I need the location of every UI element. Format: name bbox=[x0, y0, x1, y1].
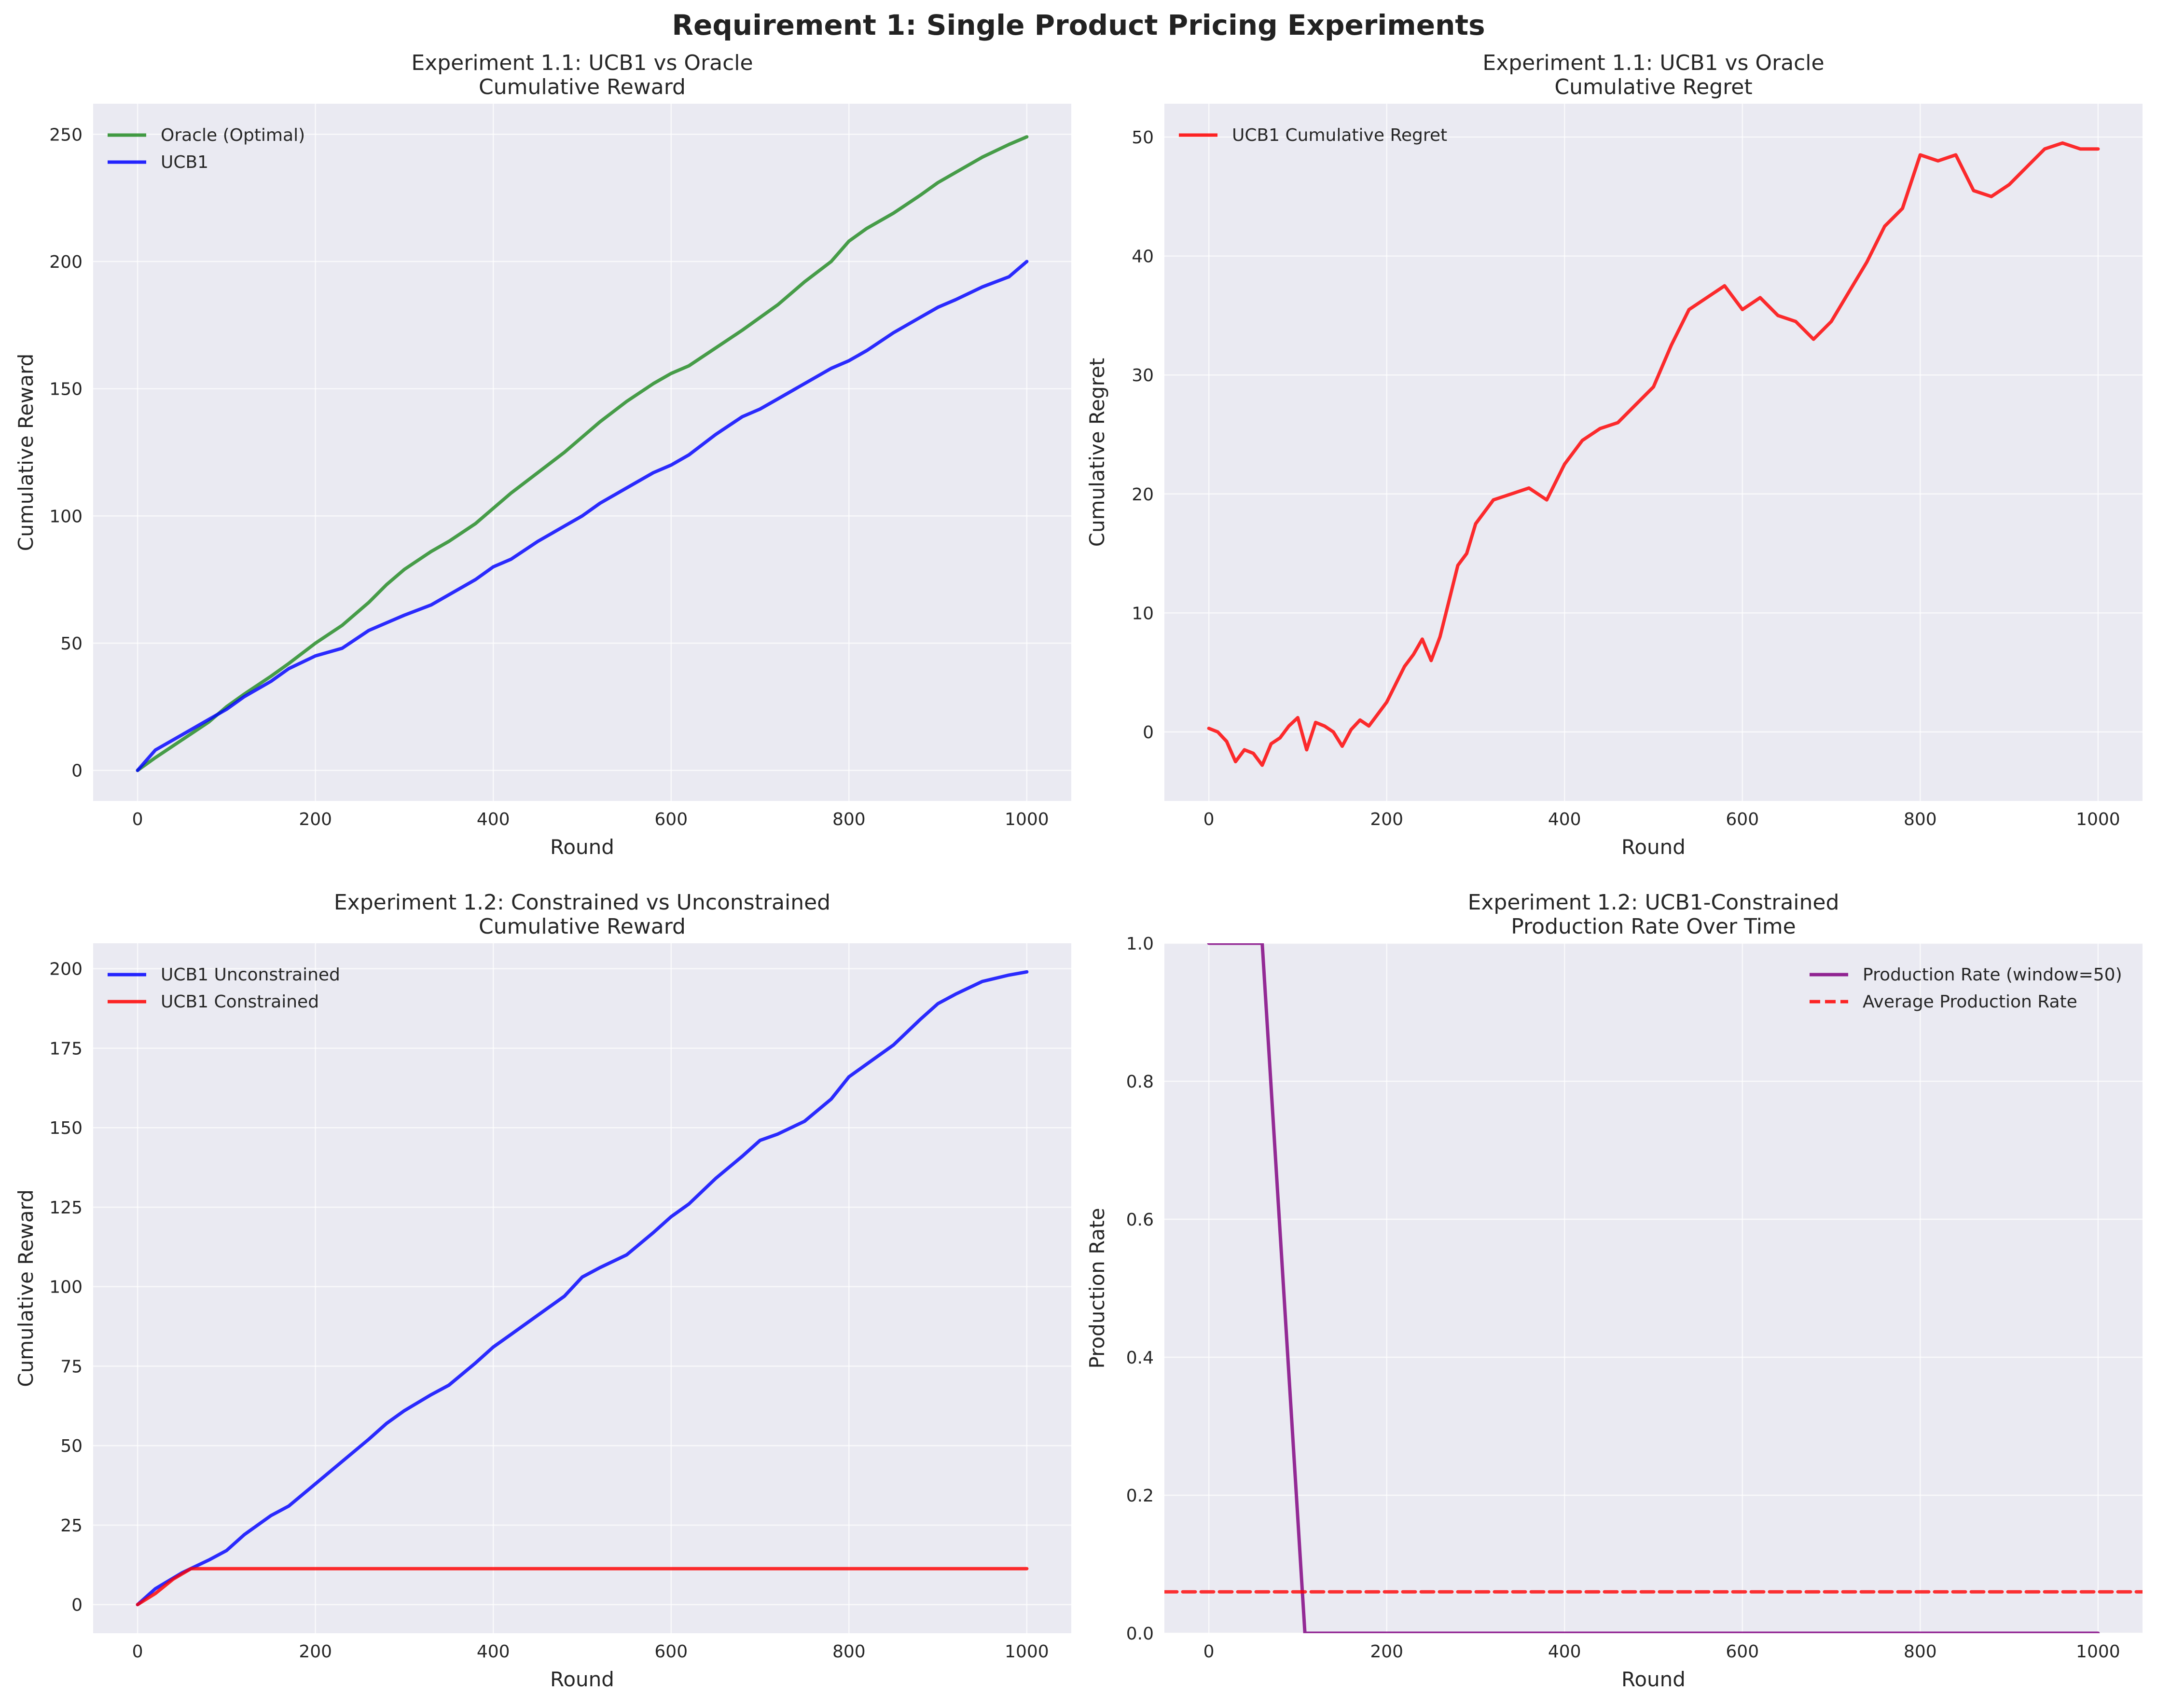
plot-area bbox=[1164, 104, 2143, 801]
series-line bbox=[136, 260, 1029, 772]
x-tick-label: 600 bbox=[654, 1642, 688, 1662]
x-axis-label: Round bbox=[1621, 835, 1686, 859]
y-tick-label: 0.2 bbox=[1126, 1486, 1154, 1506]
x-tick-label: 1000 bbox=[1005, 1642, 1049, 1662]
x-tick-label: 400 bbox=[477, 1642, 510, 1662]
y-tick-label: 50 bbox=[60, 1436, 83, 1456]
x-tick-label: 400 bbox=[1548, 1642, 1581, 1662]
y-tick-label: 250 bbox=[49, 125, 83, 145]
y-tick-label: 40 bbox=[1132, 247, 1154, 267]
legend: UCB1 Cumulative Regret bbox=[1179, 125, 1447, 145]
plot-area bbox=[93, 943, 1071, 1633]
chart-subtitle: Cumulative Regret bbox=[1554, 75, 1752, 99]
x-tick-label: 800 bbox=[1904, 1642, 1937, 1662]
series-line bbox=[136, 970, 1029, 1607]
x-tick-label: 200 bbox=[1370, 1642, 1403, 1662]
y-tick-label: 200 bbox=[49, 960, 83, 979]
chart-subtitle: Cumulative Reward bbox=[479, 75, 686, 99]
x-tick-label: 0 bbox=[1203, 810, 1215, 829]
y-tick-label: 0.6 bbox=[1126, 1210, 1154, 1230]
y-tick-label: 0.4 bbox=[1126, 1348, 1154, 1368]
chart-p1: 0 200 400 600 800 1000 0 50 100 150 200 250 Round Cum… bbox=[14, 51, 1071, 859]
plot-area bbox=[1164, 943, 2143, 1633]
y-tick-label: 125 bbox=[49, 1198, 83, 1218]
y-tick-label: 100 bbox=[49, 507, 83, 526]
y-tick-label: 50 bbox=[1132, 128, 1154, 148]
y-tick-label: 100 bbox=[49, 1278, 83, 1297]
legend: UCB1 Unconstrained UCB1 Constrained bbox=[108, 965, 340, 1012]
x-tick-label: 800 bbox=[832, 810, 866, 829]
legend-label: UCB1 Constrained bbox=[161, 992, 319, 1012]
y-tick-label: 175 bbox=[49, 1039, 83, 1059]
y-tick-label: 150 bbox=[49, 380, 83, 399]
legend: Production Rate (window=50) Average Produ… bbox=[1810, 965, 2122, 1012]
y-tick-label: 0 bbox=[1143, 723, 1154, 743]
x-tick-label: 400 bbox=[477, 810, 510, 829]
series-line bbox=[1207, 141, 2100, 767]
series-group bbox=[136, 970, 1029, 1607]
y-tick-label: 1.0 bbox=[1126, 934, 1154, 954]
legend-label: Production Rate (window=50) bbox=[1863, 965, 2122, 985]
chart-p2: 0 200 400 600 800 1000 0 10 20 30 40 50 Round Cumulat… bbox=[1085, 51, 2143, 859]
chart-title: Experiment 1.1: UCB1 vs Oracle bbox=[1482, 51, 1824, 75]
x-tick-label: 600 bbox=[1726, 810, 1759, 829]
legend-label: UCB1 Unconstrained bbox=[161, 965, 340, 985]
chart-subtitle: Cumulative Reward bbox=[479, 914, 686, 939]
x-tick-label: 600 bbox=[654, 810, 688, 829]
chart-subtitle: Production Rate Over Time bbox=[1511, 914, 1796, 939]
y-tick-label: 25 bbox=[60, 1516, 83, 1536]
y-tick-label: 75 bbox=[60, 1357, 83, 1377]
series-line bbox=[1207, 943, 2100, 1633]
y-tick-label: 0.8 bbox=[1126, 1072, 1154, 1092]
legend-label: UCB1 Cumulative Regret bbox=[1232, 125, 1447, 145]
y-axis-label: Production Rate bbox=[1085, 1208, 1109, 1368]
y-tick-label: 10 bbox=[1132, 604, 1154, 623]
series-line bbox=[136, 135, 1029, 772]
x-tick-label: 0 bbox=[132, 1642, 143, 1662]
x-tick-label: 200 bbox=[299, 810, 332, 829]
x-axis-label: Round bbox=[550, 835, 614, 859]
x-tick-label: 400 bbox=[1548, 810, 1581, 829]
x-tick-label: 0 bbox=[132, 810, 143, 829]
series-group bbox=[136, 135, 1029, 772]
y-tick-label: 50 bbox=[60, 634, 83, 654]
series-line bbox=[136, 1567, 1029, 1607]
legend: Oracle (Optimal) UCB1 bbox=[108, 125, 305, 172]
x-tick-label: 800 bbox=[1904, 810, 1937, 829]
chart-panels: 0 200 400 600 800 1000050100150200250RoundCum… bbox=[14, 51, 2143, 1691]
chart-p3: 0 200 400 600 800 1000 0 25 50 75 100 125 150 175 200 R… bbox=[14, 890, 1071, 1691]
figure-suptitle: Requirement 1: Single Product Pricing Ex… bbox=[672, 9, 1485, 41]
y-axis-label: Cumulative Regret bbox=[1085, 358, 1109, 547]
y-tick-label: 0 bbox=[71, 761, 83, 781]
x-axis-label: Round bbox=[550, 1667, 614, 1691]
x-tick-label: 1000 bbox=[1005, 810, 1049, 829]
chart-p4: 0 200 400 600 800 1000 0.0 0.2 0.4 0.6 0.8 1.0 Round… bbox=[1085, 890, 2143, 1691]
y-tick-label: 30 bbox=[1132, 366, 1154, 386]
legend-label: UCB1 bbox=[161, 152, 208, 172]
y-tick-label: 200 bbox=[49, 252, 83, 272]
y-axis-label: Cumulative Reward bbox=[14, 1189, 38, 1387]
x-tick-label: 0 bbox=[1203, 1642, 1215, 1662]
y-tick-label: 20 bbox=[1132, 485, 1154, 505]
x-tick-label: 200 bbox=[299, 1642, 332, 1662]
series-group bbox=[1164, 943, 2143, 1633]
y-tick-label: 0 bbox=[71, 1596, 83, 1615]
x-tick-label: 200 bbox=[1370, 810, 1403, 829]
x-tick-label: 1000 bbox=[2076, 810, 2120, 829]
y-tick-label: 150 bbox=[49, 1118, 83, 1138]
chart-title: Experiment 1.2: UCB1-Constrained bbox=[1468, 890, 1839, 915]
y-axis-label: Cumulative Reward bbox=[14, 354, 38, 551]
y-tick-label: 0.0 bbox=[1126, 1624, 1154, 1644]
chart-title: Experiment 1.2: Constrained vs Unconstra… bbox=[334, 890, 830, 915]
x-tick-label: 800 bbox=[832, 1642, 866, 1662]
chart-title: Experiment 1.1: UCB1 vs Oracle bbox=[411, 51, 753, 75]
legend-label: Oracle (Optimal) bbox=[161, 125, 305, 145]
x-tick-label: 600 bbox=[1726, 1642, 1759, 1662]
x-tick-label: 1000 bbox=[2076, 1642, 2120, 1662]
x-axis-label: Round bbox=[1621, 1667, 1686, 1691]
series-group bbox=[1207, 141, 2100, 767]
legend-label: Average Production Rate bbox=[1863, 992, 2077, 1012]
